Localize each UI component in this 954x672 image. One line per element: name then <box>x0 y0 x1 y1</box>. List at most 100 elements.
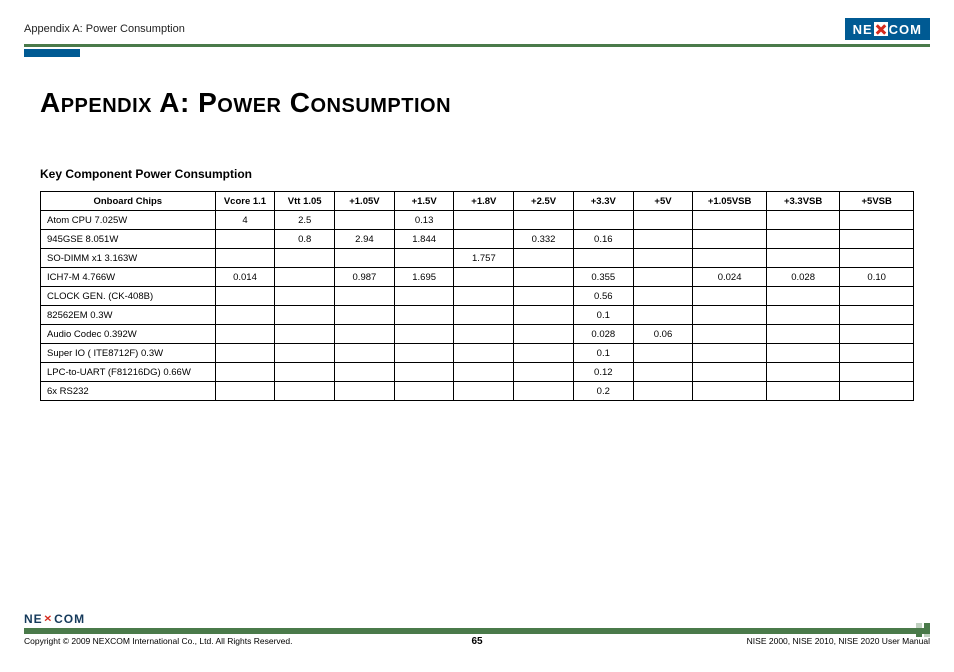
value-cell: 0.13 <box>394 211 454 230</box>
value-cell <box>514 287 574 306</box>
value-cell <box>693 287 767 306</box>
chip-name-cell: Atom CPU 7.025W <box>41 211 216 230</box>
value-cell <box>454 211 514 230</box>
value-cell <box>766 325 840 344</box>
value-cell <box>275 344 335 363</box>
value-cell <box>514 325 574 344</box>
value-cell <box>335 211 395 230</box>
table-row: Super IO ( ITE8712F) 0.3W0.1 <box>41 344 914 363</box>
value-cell: 0.06 <box>633 325 693 344</box>
value-cell: 0.014 <box>215 268 275 287</box>
value-cell <box>840 287 914 306</box>
chip-name-cell: 6x RS232 <box>41 382 216 401</box>
table-row: CLOCK GEN. (CK-408B)0.56 <box>41 287 914 306</box>
value-cell <box>840 363 914 382</box>
value-cell: 0.1 <box>573 306 633 325</box>
value-cell: 0.028 <box>766 268 840 287</box>
value-cell <box>394 306 454 325</box>
value-cell: 0.12 <box>573 363 633 382</box>
page-footer: NE ✕ COM Copyright © 2009 NEXCOM Interna… <box>24 612 930 646</box>
value-cell <box>275 287 335 306</box>
section-subtitle: Key Component Power Consumption <box>40 167 914 181</box>
value-cell: 0.987 <box>335 268 395 287</box>
value-cell: 2.5 <box>275 211 335 230</box>
value-cell <box>693 344 767 363</box>
chip-name-cell: SO-DIMM x1 3.163W <box>41 249 216 268</box>
value-cell: 1.695 <box>394 268 454 287</box>
value-cell <box>840 230 914 249</box>
table-row: LPC-to-UART (F81216DG) 0.66W 0.12 <box>41 363 914 382</box>
value-cell <box>275 325 335 344</box>
footer-logo-left: NE <box>24 612 43 626</box>
col-header: +3.3VSB <box>766 192 840 211</box>
value-cell <box>215 344 275 363</box>
value-cell <box>275 306 335 325</box>
value-cell <box>394 344 454 363</box>
value-cell <box>766 287 840 306</box>
value-cell <box>394 382 454 401</box>
col-onboard-chips: Onboard Chips <box>41 192 216 211</box>
value-cell: 2.94 <box>335 230 395 249</box>
table-row: 82562EM 0.3W0.1 <box>41 306 914 325</box>
value-cell: 0.028 <box>573 325 633 344</box>
value-cell <box>215 325 275 344</box>
value-cell <box>394 325 454 344</box>
col-header: +1.05VSB <box>693 192 767 211</box>
value-cell: 0.8 <box>275 230 335 249</box>
chip-name-cell: 945GSE 8.051W <box>41 230 216 249</box>
value-cell <box>454 268 514 287</box>
value-cell <box>840 249 914 268</box>
col-header: +1.8V <box>454 192 514 211</box>
col-header: +3.3V <box>573 192 633 211</box>
value-cell <box>693 382 767 401</box>
value-cell <box>215 249 275 268</box>
page-header: Appendix A: Power Consumption NE COM <box>24 18 930 40</box>
value-cell <box>693 306 767 325</box>
breadcrumb: Appendix A: Power Consumption <box>24 23 185 35</box>
value-cell <box>766 230 840 249</box>
value-cell <box>766 249 840 268</box>
value-cell <box>633 344 693 363</box>
table-row: Audio Codec 0.392W0.0280.06 <box>41 325 914 344</box>
value-cell <box>633 249 693 268</box>
value-cell: 0.2 <box>573 382 633 401</box>
value-cell <box>766 344 840 363</box>
value-cell <box>215 363 275 382</box>
col-header: +5VSB <box>840 192 914 211</box>
col-header: +5V <box>633 192 693 211</box>
value-cell <box>840 211 914 230</box>
value-cell: 0.1 <box>573 344 633 363</box>
value-cell <box>275 268 335 287</box>
chip-name-cell: LPC-to-UART (F81216DG) 0.66W <box>41 363 216 382</box>
footer-logo-right: COM <box>54 612 85 626</box>
chip-name-cell: ICH7-M 4.766W <box>41 268 216 287</box>
logo-x-icon <box>874 22 888 36</box>
header-rule <box>24 44 930 57</box>
table-row: 945GSE 8.051W0.82.941.8440.3320.16 <box>41 230 914 249</box>
value-cell <box>454 344 514 363</box>
col-header: +1.05V <box>335 192 395 211</box>
page-title: Appendix A: Power Consumption <box>40 87 914 119</box>
value-cell <box>840 325 914 344</box>
table-row: 6x RS232 0.2 <box>41 382 914 401</box>
footer-nexcom-logo: NE ✕ COM <box>24 612 85 626</box>
value-cell <box>454 230 514 249</box>
nexcom-logo: NE COM <box>845 18 930 40</box>
value-cell <box>394 249 454 268</box>
value-cell <box>215 382 275 401</box>
manual-reference: NISE 2000, NISE 2010, NISE 2020 User Man… <box>747 636 930 646</box>
table-body: Atom CPU 7.025W42.50.13945GSE 8.051W0.82… <box>41 211 914 401</box>
value-cell <box>335 363 395 382</box>
value-cell <box>573 211 633 230</box>
value-cell <box>335 249 395 268</box>
value-cell <box>454 382 514 401</box>
value-cell <box>394 363 454 382</box>
value-cell: 1.757 <box>454 249 514 268</box>
value-cell <box>335 344 395 363</box>
value-cell <box>454 325 514 344</box>
value-cell <box>514 382 574 401</box>
value-cell: 0.56 <box>573 287 633 306</box>
value-cell <box>573 249 633 268</box>
table-row: SO-DIMM x1 3.163W 1.757 <box>41 249 914 268</box>
value-cell <box>335 287 395 306</box>
